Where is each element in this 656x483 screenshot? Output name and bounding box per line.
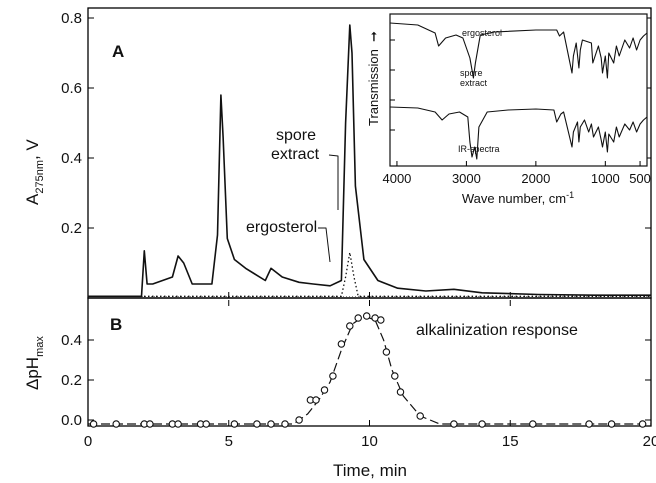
panel-b-xtick-label: 10 [361,433,378,450]
svg-text:A275nm, V: A275nm, V [23,139,46,205]
inset-label-spore-line2: extract [460,78,488,88]
alkalinization-point [450,420,458,428]
alkalinization-point [377,316,385,324]
inset-xtick-label: 2000 [521,171,550,186]
panel-b-ytick-label: 0.0 [61,412,82,429]
panel-a-ytick-label: 0.6 [61,80,82,97]
annotation-spore-line2: extract [271,146,320,163]
alkalinization-point [585,420,593,428]
annotation-spore-leader [328,154,339,210]
alkalinization-point [202,420,210,428]
alkalinization-point [607,420,616,428]
alkalinization-point [112,420,120,428]
panel-b-ytick-label: 0.4 [61,332,82,349]
panel-b-ticks: 0.0 0.2 0.4 0 5 10 15 20 [61,300,656,450]
alkalinization-point [230,420,239,428]
alkalinization-point [382,348,391,356]
alkalinization-point [362,312,371,320]
inset-ylabel-text: Transmission [366,49,381,126]
annotation-ergosterol: ergosterol [246,219,317,236]
spore-extract-trace [88,24,651,298]
alkalinization-point [329,372,337,380]
alkalinization-point [638,420,647,428]
panel-a-ytick-label: 0.4 [61,150,82,167]
annotation-spore-line1: spore [276,127,316,144]
ylabel-b-sub: max [34,336,46,357]
inset-ylabel: Transmission ➞ [366,31,381,126]
inset-ticks: 4000 3000 2000 1000 500 [382,39,651,186]
alkalinization-point [416,412,424,420]
alkalinization-point [396,388,405,396]
svg-text:ΔpHmax: ΔpHmax [23,336,46,390]
panel-b-title: alkalinization response [416,322,578,339]
inset-xlabel-text: Wave number, cm [462,191,566,206]
annotation-ergosterol-leader [318,227,331,263]
alkalinization-point [312,396,320,404]
alkalinization-point [320,386,329,394]
panel-b-xtick-label: 5 [225,433,233,450]
inset-ylabel-arrow-icon: ➞ [366,31,381,42]
panel-b-label: B [110,315,122,334]
ylabel-a-sub: 275nm [34,160,46,194]
panel-a-ytick-label: 0.2 [61,220,82,237]
alkalinization-point [267,420,275,428]
alkalinization-point [89,420,98,428]
inset-label-ir: IR-spectra [458,144,500,154]
panel-a-ticks: 0.2 0.4 0.6 0.8 [61,10,652,298]
panel-b-ylabel: ΔpHmax [23,336,46,390]
alkalinization-point [354,314,362,322]
ylabel-a-main: A [23,193,42,205]
ylabel-b-main: ΔpH [23,357,42,390]
inset-xtick-label: 3000 [452,171,481,186]
alkalinization-point [174,420,182,428]
alkalinization-point [253,420,261,428]
inset-label-ergosterol: ergosterol [462,28,502,38]
alkalinization-point [478,420,486,428]
panel-b-xtick-label: 15 [502,433,519,450]
panel-a-ytick-label: 0.8 [61,10,82,27]
inset-ergosterol-spectrum [389,22,648,79]
panel-a-label: A [112,42,124,61]
panel-a-ylabel: A275nm, V [23,139,46,205]
alkalinization-point [295,416,303,424]
inset-xtick-label: 4000 [382,171,411,186]
ylabel-a-unit: , V [23,139,42,160]
panel-b-ytick-label: 0.2 [61,372,82,389]
inset-xtick-label: 1000 [591,171,620,186]
inset-xlabel-sup: -1 [566,190,574,200]
inset-xlabel: Wave number, cm-1 [462,190,574,206]
inset-label-spore-line1: spore [460,68,483,78]
x-axis-label: Time, min [333,461,407,480]
alkalinization-point [529,420,537,428]
inset-xtick-label: 500 [629,171,651,186]
alkalinization-point [281,420,289,428]
alkalinization-point [391,372,399,380]
alkalinization-point [337,340,346,348]
ergosterol-trace [88,251,651,297]
alkalinization-points [89,312,647,428]
inset-spore-spectrum [389,106,648,160]
panel-b-xtick-label: 0 [84,433,92,450]
alkalinization-point [146,420,154,428]
alkalinization-point [346,322,354,330]
panel-b-xtick-label: 20 [643,433,656,450]
